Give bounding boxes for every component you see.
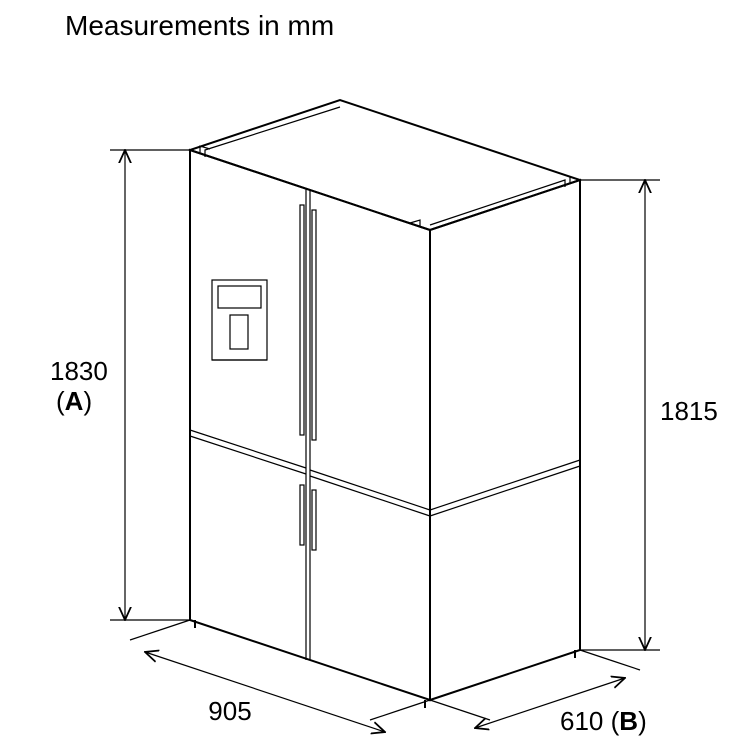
svg-text:1830: 1830 — [50, 356, 108, 386]
dim-height-right: 1815 — [580, 180, 718, 650]
diagram-title: Measurements in mm — [65, 10, 334, 41]
dim-width: 905 — [130, 620, 430, 732]
door-handles — [300, 205, 316, 550]
svg-text:905: 905 — [208, 696, 251, 726]
dimension-diagram: Measurements in mm — [0, 0, 750, 750]
svg-text:1815: 1815 — [660, 396, 718, 426]
dim-height-A: 1830 (A) — [50, 150, 190, 620]
svg-text:610 (B): 610 (B) — [560, 706, 647, 736]
dispenser — [212, 280, 267, 360]
svg-text:(A): (A) — [56, 386, 92, 416]
fridge-body — [190, 100, 580, 708]
